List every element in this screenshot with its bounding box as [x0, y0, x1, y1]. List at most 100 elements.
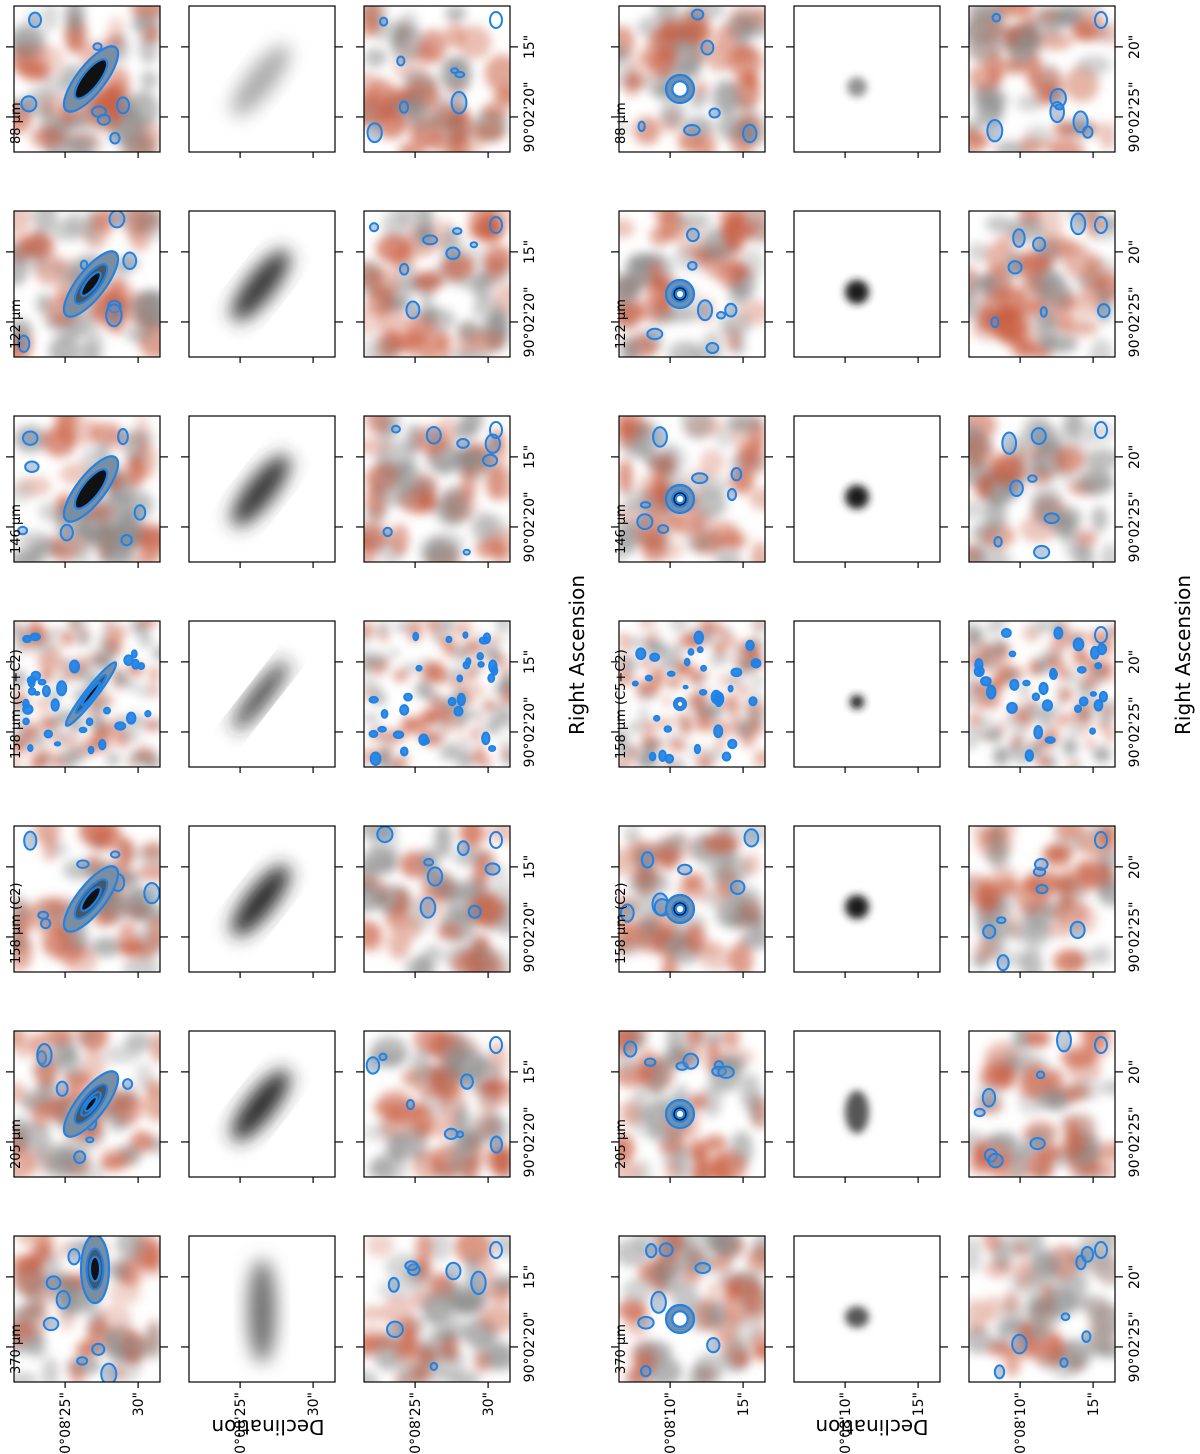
dec-tick-label: 30"	[306, 1392, 322, 1416]
beam-ellipse	[489, 421, 503, 439]
panel-top-model-6	[181, 1235, 343, 1388]
panel-top-model-2	[181, 415, 343, 568]
model-source	[231, 454, 291, 527]
panel-top-observed-0: 88 μm	[6, 5, 168, 158]
panel-top-observed-3: 158 μm (C5+C2)	[6, 620, 168, 773]
ra-tick-label: 20"	[1127, 650, 1143, 674]
x-axis-title-bottom: Right Ascension	[1171, 575, 1195, 735]
ra-tick-label: 90°02'20"	[522, 287, 538, 358]
source-contours	[64, 661, 118, 727]
source-contours	[664, 893, 696, 925]
panel-top-residual-6	[356, 1235, 518, 1388]
panel-bottom-model-3	[786, 620, 948, 773]
beam-ellipse	[489, 216, 503, 234]
ra-tick-label: 90°02'20"	[522, 82, 538, 153]
wavelength-label: 370 μm	[9, 1324, 24, 1374]
beam-ellipse	[1094, 216, 1108, 234]
model-source	[850, 695, 864, 709]
y-axis-title-bottom: Declination	[815, 1415, 928, 1439]
panel-top-residual-2	[356, 415, 518, 568]
ra-tick-label: 90°02'25"	[1127, 492, 1143, 563]
panel-top-observed-4: 158 μm (C2)	[6, 825, 168, 978]
source-contours	[62, 1070, 120, 1138]
panel-top-residual-0	[356, 5, 518, 158]
panel-bottom-observed-5: 205 μm	[611, 1030, 773, 1183]
ra-tick-label: 20"	[1127, 1060, 1143, 1084]
panel-top-residual-4	[356, 825, 518, 978]
model-source	[231, 864, 291, 937]
panel-bottom-model-1	[786, 210, 948, 363]
wavelength-label: 205 μm	[614, 1119, 629, 1169]
model-source	[847, 77, 867, 97]
beam-ellipse	[489, 1036, 503, 1054]
wavelength-label: 158 μm (C2)	[614, 882, 629, 964]
model-source	[845, 1306, 869, 1328]
ra-tick-label: 90°02'25"	[1127, 697, 1143, 768]
panel-top-model-1	[181, 210, 343, 363]
panel-bottom-residual-5	[961, 1030, 1123, 1183]
ra-tick-label: 15"	[522, 650, 538, 674]
panel-bottom-observed-2: 146 μm	[611, 415, 773, 568]
ra-tick-label: 90°02'25"	[1127, 82, 1143, 153]
panel-top-residual-1	[356, 210, 518, 363]
panel-top-observed-1: 122 μm	[6, 210, 168, 363]
beam-ellipse	[489, 1241, 503, 1259]
panel-top-observed-6: 370 μm	[6, 1235, 168, 1388]
wavelength-label: 122 μm	[614, 299, 629, 349]
source-contours	[664, 278, 696, 310]
wavelength-label: 88 μm	[9, 102, 24, 144]
ra-tick-label: 90°02'25"	[1127, 1107, 1143, 1178]
model-source	[845, 485, 869, 509]
source-contours	[62, 250, 120, 318]
wavelength-label: 158 μm (C5+C2)	[9, 649, 24, 759]
ra-tick-label: 20"	[1127, 1265, 1143, 1289]
panel-bottom-model-6	[786, 1235, 948, 1388]
ra-tick-label: 15"	[522, 1060, 538, 1084]
dec-tick-label: -20°08'10"	[1013, 1392, 1029, 1454]
beam-ellipse	[1094, 831, 1108, 849]
ra-tick-label: 15"	[522, 1265, 538, 1289]
panel-top-model-5	[181, 1030, 343, 1183]
model-source	[231, 249, 291, 322]
model-source	[845, 1090, 869, 1134]
dec-tick-label: 15"	[736, 1392, 752, 1416]
panel-bottom-residual-4	[961, 825, 1123, 978]
panel-bottom-model-5	[786, 1030, 948, 1183]
panel-bottom-residual-3	[961, 620, 1123, 773]
x-axis-title-top: Right Ascension	[565, 575, 589, 735]
panel-top-model-3	[181, 620, 343, 773]
ra-tick-label: 20"	[1127, 855, 1143, 879]
panel-bottom-residual-6	[961, 1235, 1123, 1388]
wavelength-label: 370 μm	[614, 1324, 629, 1374]
ra-tick-label: 90°02'25"	[1127, 1312, 1143, 1383]
source-contours	[62, 45, 120, 113]
model-source	[845, 895, 869, 919]
wavelength-label: 158 μm (C5+C2)	[614, 649, 629, 759]
beam-ellipse	[1094, 626, 1108, 644]
ra-tick-label: 15"	[522, 445, 538, 469]
ra-tick-label: 90°02'25"	[1127, 902, 1143, 973]
panel-bottom-observed-0: 88 μm	[611, 5, 773, 158]
panel-bottom-residual-2	[961, 415, 1123, 568]
source-contours	[664, 1098, 696, 1130]
source-contours	[62, 865, 120, 933]
beam-ellipse	[1094, 421, 1108, 439]
source-contours	[672, 696, 688, 712]
dec-tick-label: -20°08'10"	[838, 1392, 854, 1454]
panel-top-residual-3	[356, 620, 518, 773]
panel-top-observed-5: 205 μm	[6, 1030, 168, 1183]
source-contours	[664, 73, 696, 105]
panel-top-model-0	[181, 5, 343, 158]
wavelength-label: 88 μm	[614, 102, 629, 144]
wavelength-label: 158 μm (C2)	[9, 882, 24, 964]
dec-tick-label: -20°08'25"	[408, 1392, 424, 1454]
wavelength-label: 146 μm	[614, 504, 629, 554]
source-contours	[79, 1236, 111, 1305]
beam-ellipse	[489, 831, 503, 849]
ra-tick-label: 15"	[522, 240, 538, 264]
dec-tick-label: -20°08'25"	[58, 1392, 74, 1454]
dec-tick-label: -20°08'10"	[663, 1392, 679, 1454]
model-source	[231, 1069, 291, 1142]
panel-bottom-observed-1: 122 μm	[611, 210, 773, 363]
model-source	[248, 1259, 276, 1363]
